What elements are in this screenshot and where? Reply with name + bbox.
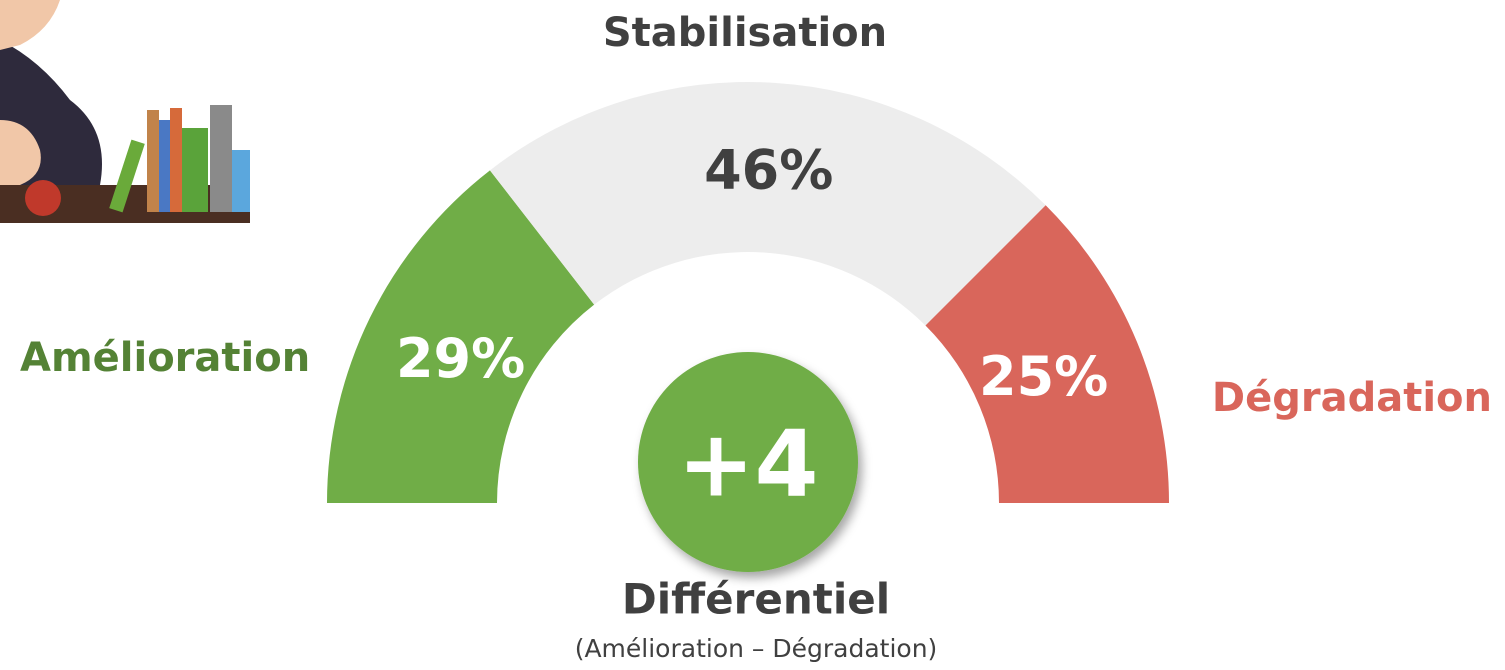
value-label: 29% [396,327,525,390]
gauge-segment [489,82,1046,326]
differential-value: +4 [677,410,818,517]
gauge-segment [327,170,595,504]
illustration [0,0,250,223]
category-label: Dégradation [1212,375,1492,421]
value-label: 46% [704,138,833,201]
value-label: 25% [979,345,1108,408]
differential-label: Différentiel [622,575,890,624]
differential-note: (Amélioration – Dégradation) [575,634,938,663]
category-label: Amélioration [20,335,310,381]
gauge-segment [925,205,1169,503]
gauge [327,82,1169,504]
category-label: Stabilisation [603,10,887,56]
differential-badge [638,352,858,572]
